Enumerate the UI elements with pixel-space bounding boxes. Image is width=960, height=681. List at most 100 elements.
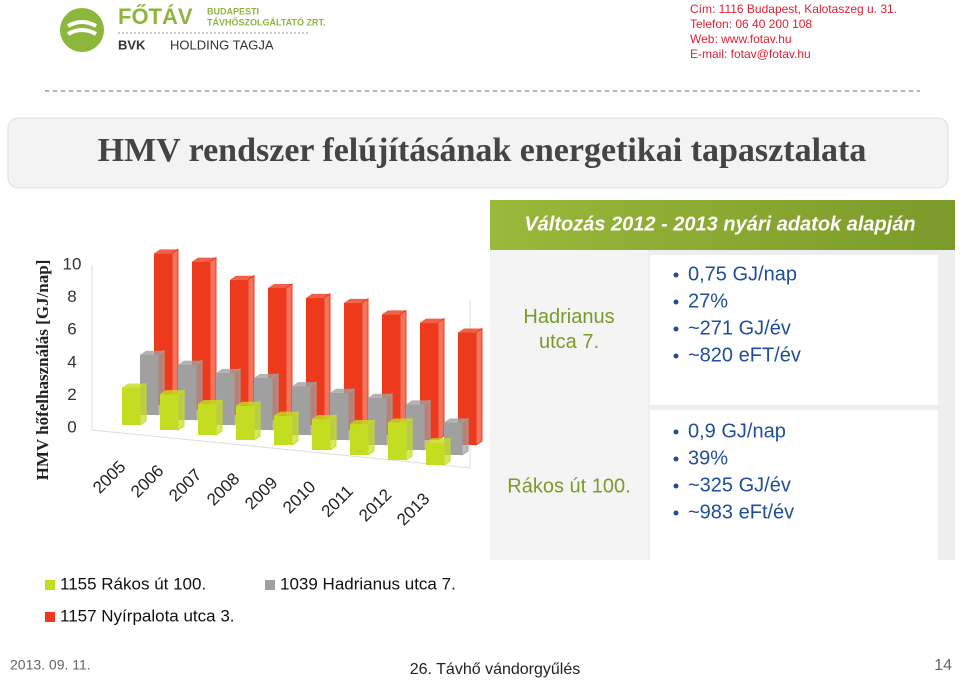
bar-top xyxy=(140,350,164,355)
bar-side xyxy=(461,417,469,456)
panel-left xyxy=(490,250,648,560)
bar xyxy=(350,424,368,455)
bar xyxy=(274,415,292,445)
y-tick-label: 0 xyxy=(67,417,76,436)
bar-top xyxy=(292,382,316,387)
bar-top xyxy=(122,383,146,388)
bar-top xyxy=(344,298,368,303)
bullet xyxy=(673,429,679,435)
row-item: ~325 GJ/év xyxy=(688,474,791,496)
row-item: 0,75 GJ/nap xyxy=(688,263,797,285)
bar-top xyxy=(306,293,330,298)
bar xyxy=(312,419,330,450)
row-label-line: utca 7. xyxy=(539,331,599,353)
title-box xyxy=(7,117,949,189)
bar-side xyxy=(329,414,337,451)
bar xyxy=(122,387,140,425)
bar-top xyxy=(388,418,412,423)
holding: BVK xyxy=(118,37,146,52)
panel-title: Változás 2012 - 2013 nyári adatok alapjá… xyxy=(524,213,915,235)
legend-label: 1155 Rákos út 100. xyxy=(60,574,206,593)
panel-cell xyxy=(650,255,938,405)
legend-label: 1039 Hadrianus utca 7. xyxy=(280,574,456,593)
contact-line: Telefon: 06 40 200 108 xyxy=(690,17,812,31)
bar xyxy=(388,422,406,460)
bar-side xyxy=(291,410,299,446)
row-label: Hadrianus utca 7. xyxy=(523,306,614,353)
bar-top xyxy=(350,420,374,425)
bar-side xyxy=(443,437,451,466)
panel-cell xyxy=(650,410,938,560)
bar xyxy=(426,442,444,465)
row-item: 39% xyxy=(688,447,728,469)
footer-page: 14 xyxy=(934,657,952,674)
bar-top xyxy=(312,415,336,420)
bar-side xyxy=(139,382,147,426)
contact-line: Web: www.fotav.hu xyxy=(690,32,792,46)
bar-side xyxy=(215,399,223,436)
bar-side xyxy=(361,297,369,431)
row-item: ~271 GJ/év xyxy=(688,317,791,339)
y-axis-title: HMV hőfelhasználás [GJ/nap] xyxy=(33,260,52,481)
row-label-line: Hadrianus xyxy=(523,306,614,328)
legend-swatch xyxy=(265,580,275,590)
bar-side xyxy=(475,327,483,446)
bar-top xyxy=(458,328,482,333)
row-item: 27% xyxy=(688,290,728,312)
row-label: Rákos út 100. xyxy=(507,475,630,497)
bar-top xyxy=(420,318,444,323)
contact-line: Cím: 1116 Budapest, Kalotaszeg u. 31. xyxy=(690,2,897,16)
bar xyxy=(160,394,178,430)
legend-swatch xyxy=(45,580,55,590)
bar-top xyxy=(406,400,430,405)
footer-event: 26. Távhő vándorgyűlés xyxy=(410,661,580,678)
bar-top xyxy=(426,438,450,443)
bar xyxy=(458,332,476,445)
bullet xyxy=(673,299,679,305)
row-item: ~983 eFt/év xyxy=(688,501,794,523)
y-tick-label: 6 xyxy=(67,320,76,339)
bar-top xyxy=(230,275,254,280)
bar-top xyxy=(216,368,240,373)
bar-side xyxy=(209,256,217,411)
bar-side xyxy=(177,389,185,431)
bullet xyxy=(673,510,679,516)
logo-wave xyxy=(67,20,97,36)
bar-top xyxy=(268,283,292,288)
row-item: 0,9 GJ/nap xyxy=(688,420,786,442)
bullet xyxy=(673,353,679,359)
bar-top xyxy=(178,360,202,365)
bar-side xyxy=(399,309,407,436)
slide-title: HMV rendszer felújításának energetikai t… xyxy=(98,132,867,169)
bar-top xyxy=(382,310,406,315)
bar-side xyxy=(367,419,375,456)
bar-top xyxy=(236,401,260,406)
y-tick-label: 8 xyxy=(67,287,76,306)
contact-line: E-mail: fotav@fotav.hu xyxy=(690,47,811,61)
panel-header xyxy=(490,200,955,250)
bar-top xyxy=(154,249,178,254)
brand-sub: BUDAPESTI xyxy=(207,6,259,16)
bullet xyxy=(673,456,679,462)
bar-top xyxy=(368,393,392,398)
holding: HOLDING TAGJA xyxy=(170,37,274,52)
bar-top xyxy=(444,418,468,423)
bar-side xyxy=(437,317,445,441)
y-tick-label: 4 xyxy=(67,352,76,371)
bar xyxy=(236,405,254,440)
bullet xyxy=(673,326,679,332)
y-tick-label: 2 xyxy=(67,385,76,404)
bar-side xyxy=(405,417,413,461)
bullet xyxy=(673,483,679,489)
bar-top xyxy=(198,400,222,405)
bar-side xyxy=(171,248,179,406)
brand: FŐTÁV xyxy=(118,4,193,29)
bar-top xyxy=(160,390,184,395)
legend-swatch xyxy=(45,612,55,622)
y-tick-label: 10 xyxy=(63,254,82,273)
bar-side xyxy=(285,283,293,421)
bar-side xyxy=(323,292,331,426)
brand-sub: TÁVHŐSZOLGÁLTATÓ ZRT. xyxy=(207,16,326,27)
row-item: ~820 eFT/év xyxy=(688,344,801,366)
